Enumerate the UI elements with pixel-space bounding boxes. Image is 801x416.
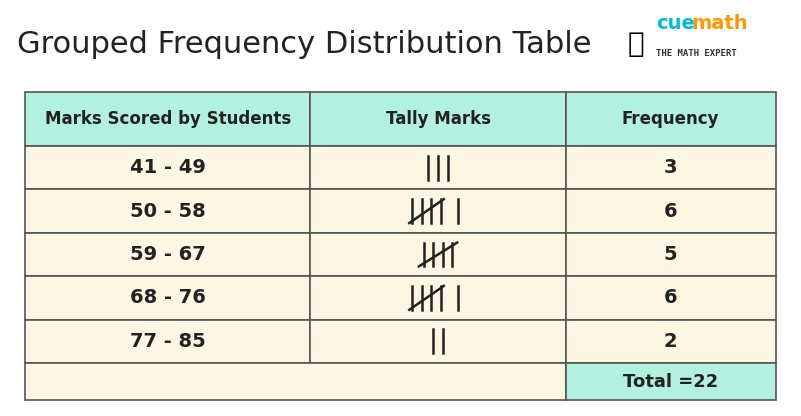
Text: 6: 6 xyxy=(664,202,678,220)
Text: 2: 2 xyxy=(664,332,678,351)
Text: Tally Marks: Tally Marks xyxy=(385,110,490,128)
Text: 77 - 85: 77 - 85 xyxy=(130,332,206,351)
FancyBboxPatch shape xyxy=(311,233,566,276)
Text: Frequency: Frequency xyxy=(622,110,719,128)
Text: cue: cue xyxy=(656,14,694,33)
Text: 59 - 67: 59 - 67 xyxy=(130,245,206,264)
Text: 6: 6 xyxy=(664,288,678,307)
FancyBboxPatch shape xyxy=(311,189,566,233)
FancyBboxPatch shape xyxy=(26,189,311,233)
FancyBboxPatch shape xyxy=(566,363,775,400)
Text: 3: 3 xyxy=(664,158,678,177)
Text: 🚀: 🚀 xyxy=(628,30,644,58)
FancyBboxPatch shape xyxy=(26,92,311,146)
FancyBboxPatch shape xyxy=(26,319,311,363)
FancyBboxPatch shape xyxy=(566,233,775,276)
Text: THE MATH EXPERT: THE MATH EXPERT xyxy=(656,49,737,58)
FancyBboxPatch shape xyxy=(566,92,775,146)
FancyBboxPatch shape xyxy=(26,363,566,400)
FancyBboxPatch shape xyxy=(26,276,311,319)
FancyBboxPatch shape xyxy=(311,319,566,363)
FancyBboxPatch shape xyxy=(26,146,311,189)
FancyBboxPatch shape xyxy=(26,233,311,276)
FancyBboxPatch shape xyxy=(566,276,775,319)
FancyBboxPatch shape xyxy=(311,92,566,146)
Text: Total =22: Total =22 xyxy=(623,373,718,391)
FancyBboxPatch shape xyxy=(566,319,775,363)
FancyBboxPatch shape xyxy=(566,189,775,233)
Text: math: math xyxy=(692,14,748,33)
Text: 5: 5 xyxy=(664,245,678,264)
Text: Grouped Frequency Distribution Table: Grouped Frequency Distribution Table xyxy=(18,30,592,59)
FancyBboxPatch shape xyxy=(566,146,775,189)
Text: 41 - 49: 41 - 49 xyxy=(130,158,206,177)
Text: Marks Scored by Students: Marks Scored by Students xyxy=(45,110,291,128)
Text: 68 - 76: 68 - 76 xyxy=(130,288,206,307)
FancyBboxPatch shape xyxy=(311,276,566,319)
FancyBboxPatch shape xyxy=(311,146,566,189)
Text: 50 - 58: 50 - 58 xyxy=(130,202,206,220)
